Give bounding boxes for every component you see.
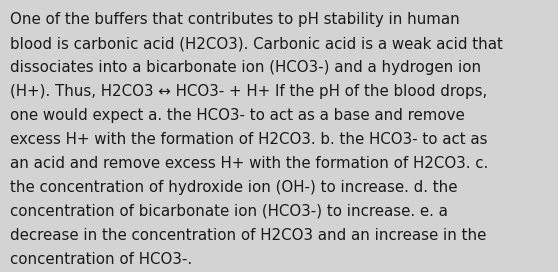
Text: blood is carbonic acid (H2CO3). Carbonic acid is a weak acid that: blood is carbonic acid (H2CO3). Carbonic… [10, 36, 503, 51]
Text: the concentration of hydroxide ion (OH-) to increase. d. the: the concentration of hydroxide ion (OH-)… [10, 180, 458, 195]
Text: concentration of HCO3-.: concentration of HCO3-. [10, 252, 192, 267]
Text: (H+). Thus, H2CO3 ↔ HCO3- + H+ If the pH of the blood drops,: (H+). Thus, H2CO3 ↔ HCO3- + H+ If the pH… [10, 84, 487, 99]
Text: dissociates into a bicarbonate ion (HCO3-) and a hydrogen ion: dissociates into a bicarbonate ion (HCO3… [10, 60, 481, 75]
Text: One of the buffers that contributes to pH stability in human: One of the buffers that contributes to p… [10, 12, 460, 27]
Text: concentration of bicarbonate ion (HCO3-) to increase. e. a: concentration of bicarbonate ion (HCO3-)… [10, 204, 448, 219]
Text: excess H+ with the formation of H2CO3. b. the HCO3- to act as: excess H+ with the formation of H2CO3. b… [10, 132, 488, 147]
Text: decrease in the concentration of H2CO3 and an increase in the: decrease in the concentration of H2CO3 a… [10, 228, 487, 243]
Text: one would expect a. the HCO3- to act as a base and remove: one would expect a. the HCO3- to act as … [10, 108, 465, 123]
Text: an acid and remove excess H+ with the formation of H2CO3. c.: an acid and remove excess H+ with the fo… [10, 156, 488, 171]
